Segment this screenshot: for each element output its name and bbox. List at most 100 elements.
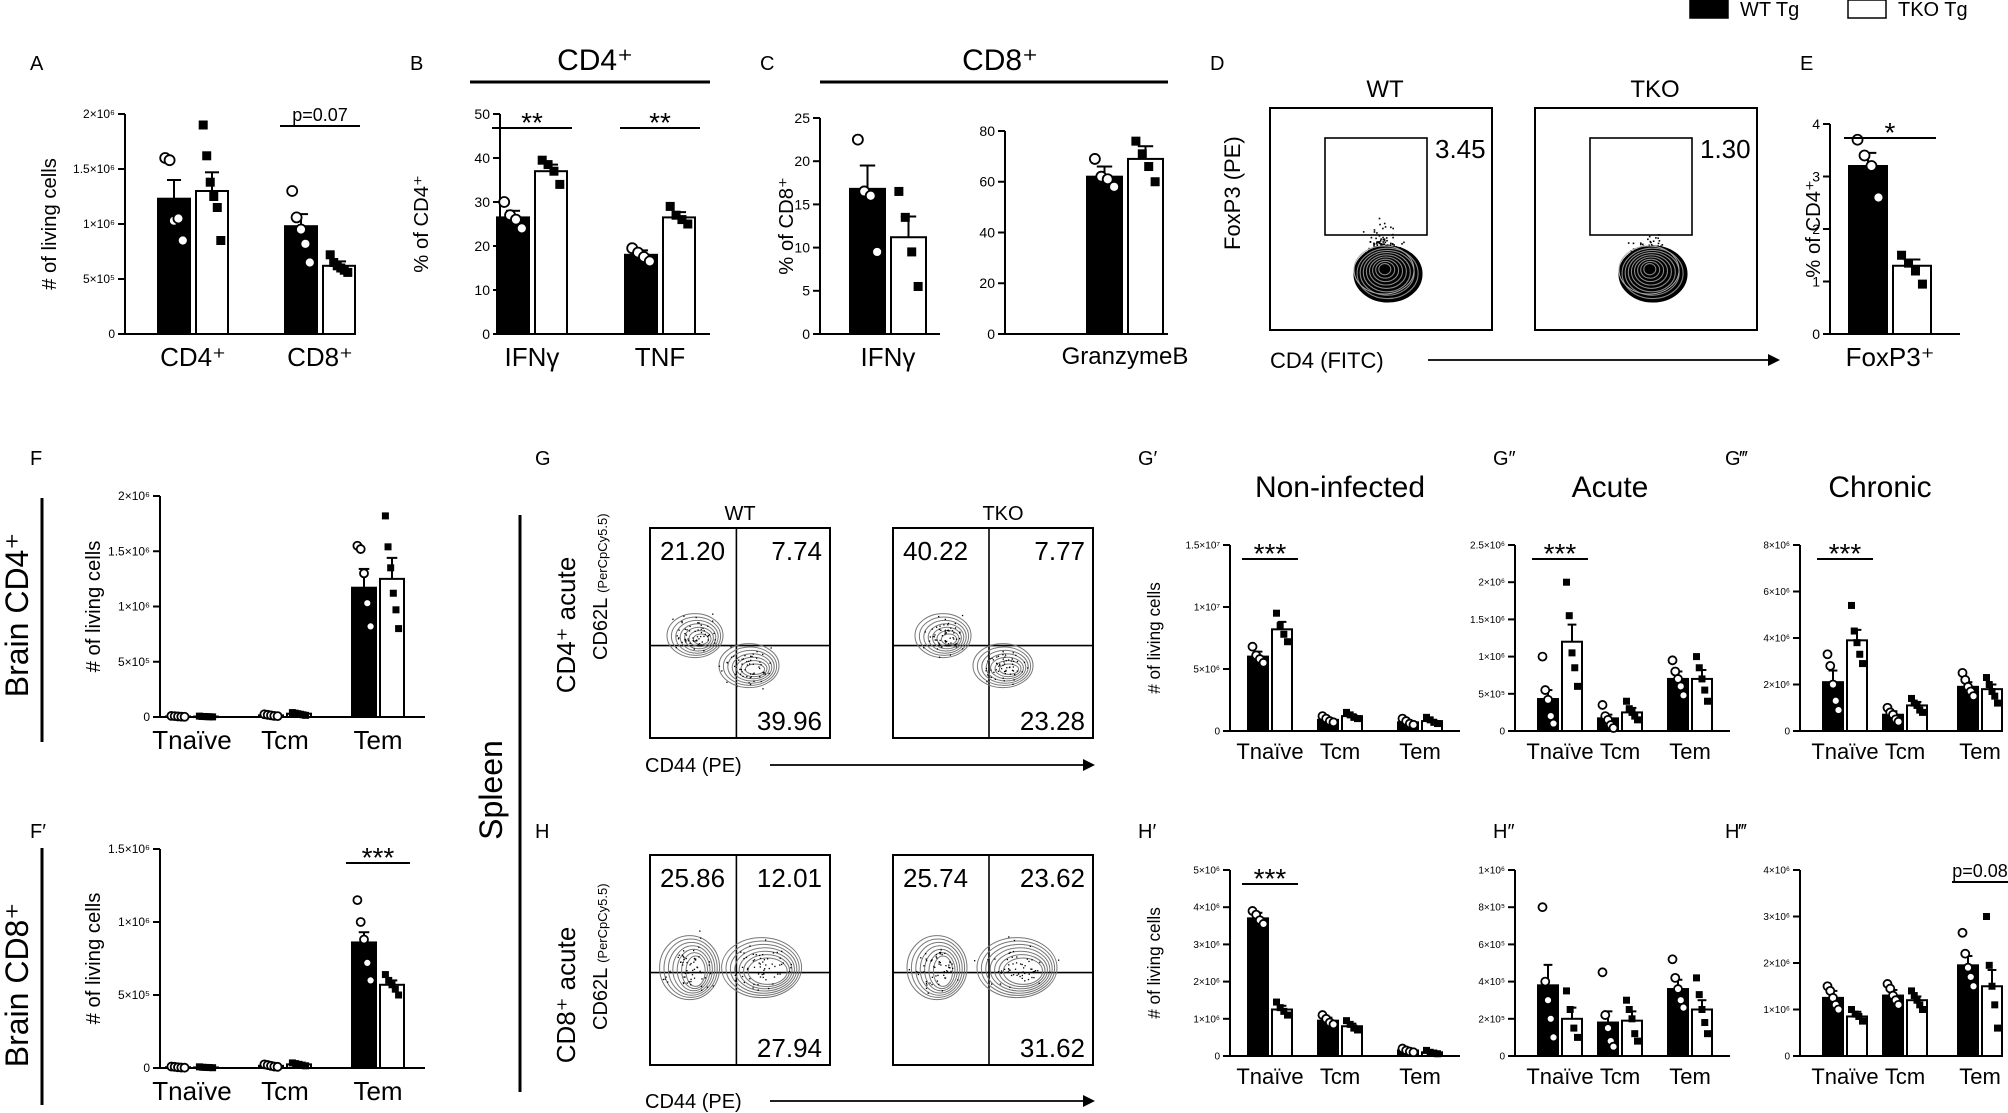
event-dot: [1024, 965, 1026, 967]
event-dot: [998, 970, 1000, 973]
contour-ring: [666, 613, 724, 659]
point-wt: [272, 1061, 283, 1072]
point-wt: [1600, 1010, 1611, 1020]
event-dot: [1003, 661, 1005, 663]
quadrant-value-lr: 39.96: [757, 706, 822, 736]
row-label-brain-cd8: Brain CD8⁺: [0, 903, 35, 1068]
point-tko: [1625, 705, 1633, 713]
event-dot: [1632, 242, 1635, 245]
event-dot: [1378, 241, 1380, 244]
event-dot: [1657, 237, 1659, 239]
chart-c2: 0 20 40 60 80 GranzymeB: [979, 123, 1188, 370]
event-dot: [1030, 968, 1032, 970]
event-dot: [681, 964, 684, 966]
point-wt: [1088, 153, 1101, 165]
event-dot: [1023, 661, 1026, 664]
group-headers: CD4⁺ CD8⁺ Non-infected Acute Chronic Bra…: [0, 44, 1932, 1105]
flow-frame: [649, 854, 831, 1066]
event-dot: [764, 939, 767, 941]
point-tko: [1423, 1046, 1430, 1054]
event-dot: [706, 635, 709, 638]
point-wt: [179, 711, 190, 722]
point-tko: [1280, 630, 1288, 638]
point-tko: [1434, 1050, 1441, 1058]
quadrant-value-ul: 25.74: [903, 863, 968, 893]
flow-d-wt-title: WT: [1366, 76, 1404, 103]
event-dot: [953, 644, 955, 646]
x-tick-label: Tcm: [1320, 1064, 1360, 1089]
event-dot: [760, 680, 762, 683]
event-dot: [1012, 670, 1015, 672]
x-tick-label: Tcm: [1885, 739, 1925, 764]
event-dot: [1383, 222, 1386, 225]
event-dot: [733, 655, 735, 657]
event-dot: [771, 963, 773, 965]
x-tick-label: Tcm: [261, 1076, 309, 1106]
event-dot: [686, 961, 688, 964]
point-wt: [163, 154, 176, 167]
point-tko: [1343, 708, 1350, 716]
event-dot: [744, 654, 746, 657]
event-dot: [1661, 244, 1664, 246]
event-dot: [973, 960, 976, 962]
quadrant-value-ul: 21.20: [660, 536, 725, 566]
y-tick-label: 40: [979, 224, 995, 240]
event-dot: [750, 676, 752, 678]
point-tko: [1623, 996, 1630, 1004]
flow-d-tko-frame: [1534, 107, 1758, 331]
event-dot: [1031, 968, 1033, 970]
x-tick-label: Tcm: [1600, 1064, 1640, 1089]
y-tick-label: 2×10⁶: [1763, 959, 1790, 970]
event-dot: [931, 976, 934, 978]
contour-ring: [1362, 252, 1411, 293]
point-wt: [1822, 649, 1833, 660]
contour-ring: [1630, 254, 1672, 289]
legend: WT Tg TKO Tg: [1689, 0, 1968, 21]
event-dot: [945, 965, 947, 967]
point-wt: [643, 255, 656, 268]
event-dot: [680, 961, 682, 964]
event-dot: [938, 643, 941, 646]
event-dot: [954, 643, 957, 645]
event-dot: [948, 630, 950, 632]
panel-letter-h2: H′: [1138, 821, 1156, 843]
y-tick-label: 1×10⁶: [1193, 1014, 1220, 1025]
x-tick-label: Tnaïve: [1236, 1064, 1303, 1089]
event-dot: [742, 658, 745, 660]
point-tko: [1859, 1017, 1866, 1025]
event-dot: [1010, 974, 1013, 977]
flow-panel-d: WT TKO 3.45 1.30 FoxP3 (PE) CD4 (FITC): [1220, 76, 1780, 373]
point-tko: [1855, 1012, 1863, 1020]
event-dot: [1012, 950, 1015, 953]
y-tick-label: 1.5×10⁶: [1470, 615, 1505, 626]
event-dot: [752, 960, 754, 962]
event-dot: [933, 636, 935, 638]
significance-label: ***: [1254, 863, 1287, 894]
legend-swatch-wt: [1689, 0, 1729, 19]
event-dot: [1038, 982, 1040, 984]
event-dot: [701, 989, 703, 991]
point-wt: [1597, 700, 1608, 710]
point-wt: [1597, 967, 1608, 978]
event-dot: [944, 629, 946, 631]
event-dot: [755, 953, 757, 956]
event-dot: [747, 967, 749, 970]
flow-g-wt-title: WT: [724, 503, 755, 525]
bar-wt: [849, 187, 886, 335]
event-dot: [998, 665, 1000, 667]
point-tko: [202, 151, 212, 161]
event-dot: [921, 971, 923, 973]
event-dot: [1026, 958, 1029, 960]
event-dot: [760, 663, 762, 666]
quadrant-value-ur: 12.01: [757, 863, 822, 893]
event-dot: [952, 637, 954, 639]
event-dot: [1373, 243, 1375, 246]
event-dot: [1009, 666, 1011, 668]
event-dot: [779, 973, 781, 975]
flow-g-ylabel-main: CD62L: [590, 598, 612, 660]
point-tko: [1284, 1011, 1291, 1019]
event-dot: [752, 987, 754, 989]
event-dot: [949, 654, 952, 656]
event-dot: [952, 967, 954, 970]
event-dot: [708, 964, 710, 966]
